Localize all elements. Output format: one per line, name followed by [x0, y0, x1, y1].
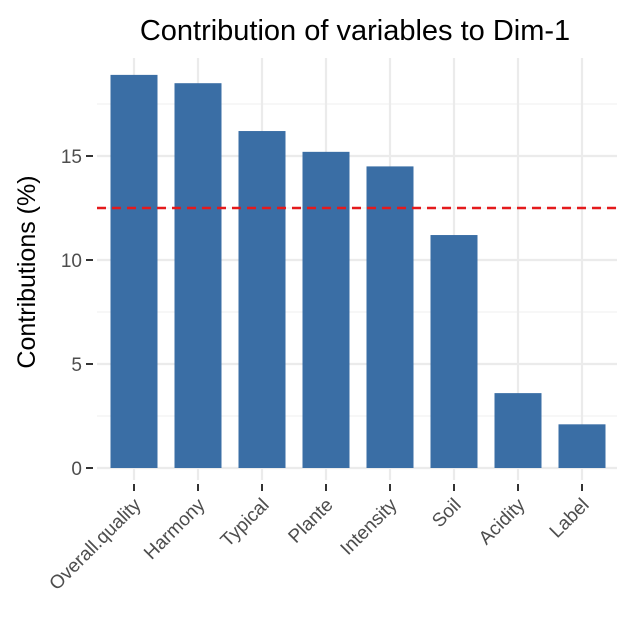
bar-overall-quality	[110, 74, 158, 468]
bar-plante	[302, 151, 350, 468]
y-tick-label: 5	[71, 355, 82, 376]
x-tick-label: Intensity	[337, 494, 402, 559]
chart-title: Contribution of variables to Dim-1	[140, 15, 570, 47]
bar-soil	[430, 235, 478, 468]
x-tick-label: Plante	[285, 495, 338, 548]
x-tick-label: Acidity	[475, 494, 530, 549]
bar-acidity	[494, 393, 542, 468]
bar-harmony	[174, 83, 222, 468]
bar-intensity	[366, 166, 414, 468]
y-tick-label: 10	[61, 251, 82, 272]
x-tick-label: Label	[546, 495, 594, 543]
bar-typical	[238, 131, 286, 469]
x-tick-label: Soil	[428, 495, 465, 532]
bars	[110, 74, 606, 469]
y-axis-label: Contributions (%)	[13, 175, 41, 368]
y-axis: 0 5 10 15	[61, 147, 93, 480]
x-tick-label: Harmony	[140, 494, 210, 564]
x-tick-label: Typical	[217, 495, 274, 552]
y-tick-label: 0	[71, 459, 82, 480]
bar-label	[558, 424, 606, 468]
y-tick-label: 15	[61, 147, 82, 168]
x-tick-label: Overall.quality	[46, 494, 146, 594]
